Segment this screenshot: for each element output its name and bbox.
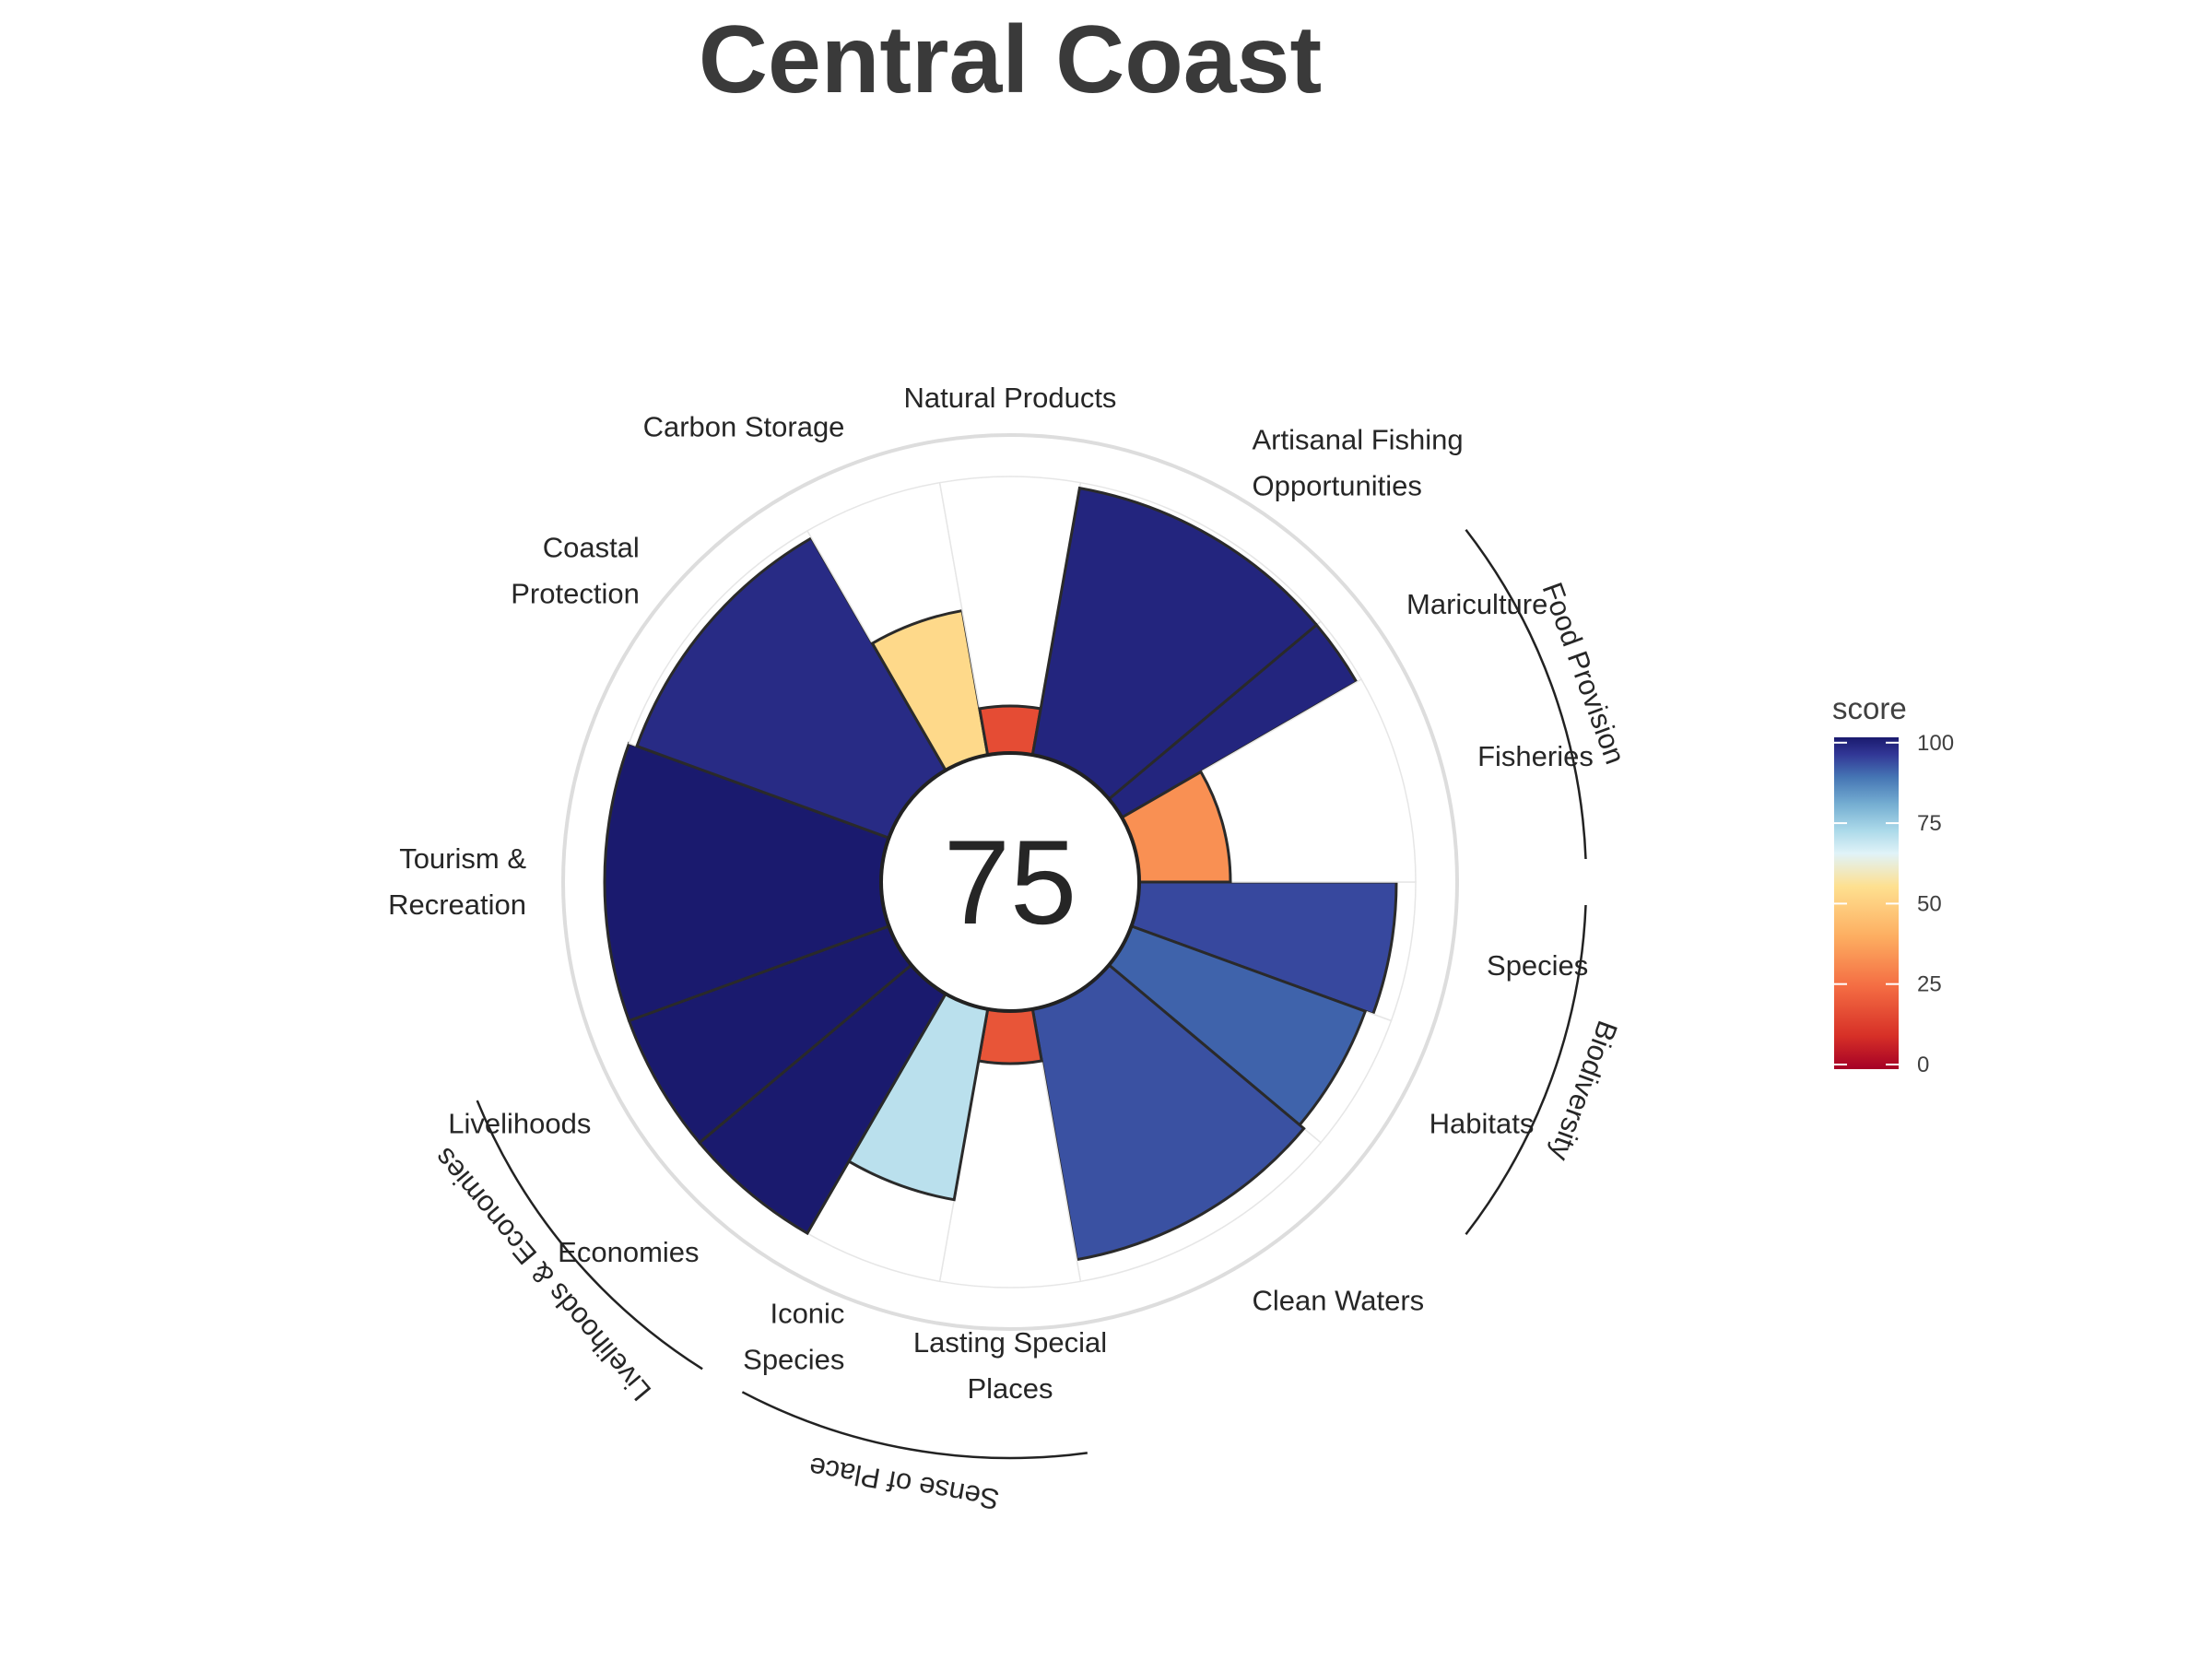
goal-label-line: Iconic xyxy=(770,1297,844,1329)
goal-label-line: Economies xyxy=(558,1236,699,1268)
goal-label-line: Clean Waters xyxy=(1253,1285,1425,1317)
goal-label-lasting-special-places: Lasting Special Places xyxy=(913,1326,1107,1405)
goal-label-species: Species xyxy=(1487,949,1588,982)
outer-ring xyxy=(561,433,1459,1331)
goal-label-line: Mariculture xyxy=(1406,588,1547,620)
chart-title: Central Coast xyxy=(699,6,1322,113)
goal-label-line: Carbon Storage xyxy=(643,411,845,443)
group-label-livelihoods-economies: Livelihoods & Economies xyxy=(428,1142,657,1407)
goal-label-tourism-recreation: Tourism & Recreation xyxy=(388,842,526,921)
petal-layer xyxy=(561,433,1459,1331)
goal-label-livelihoods: Livelihoods xyxy=(448,1108,591,1140)
goal-label-carbon-storage: Carbon Storage xyxy=(643,411,845,443)
center-score: 75 xyxy=(944,815,1077,949)
goal-label-line: Recreation xyxy=(388,888,526,921)
group-arc-food-provision xyxy=(1465,528,1587,860)
legend-tick-label: 75 xyxy=(1917,811,1942,836)
goal-label-fisheries: Fisheries xyxy=(1477,740,1594,772)
group-arc-sense-of-place xyxy=(741,1391,1088,1460)
goal-label-economies: Economies xyxy=(558,1236,699,1268)
legend-tick-label: 50 xyxy=(1917,891,1942,916)
petal-lasting-special-places xyxy=(977,1007,1043,1065)
goal-label-line: Species xyxy=(743,1343,844,1375)
goal-label-line: Habitats xyxy=(1430,1108,1535,1140)
goal-label-artisanal-fishing-opportunities: Artisanal Fishing Opportunities xyxy=(1253,423,1464,501)
goal-label-clean-waters: Clean Waters xyxy=(1253,1285,1425,1317)
goal-label-line: Lasting Special xyxy=(913,1326,1107,1359)
goal-label-iconic-species: Iconic Species xyxy=(743,1297,844,1375)
goal-label-natural-products: Natural Products xyxy=(904,382,1117,414)
group-label-sense-of-place: Sense of Place xyxy=(806,1451,1001,1516)
goal-label-line: Coastal xyxy=(543,532,640,564)
goal-label-line: Fisheries xyxy=(1477,740,1594,772)
legend-title: score xyxy=(1832,691,1907,725)
goal-label-line: Protection xyxy=(511,578,640,610)
goal-label-line: Artisanal Fishing xyxy=(1253,423,1464,455)
goal-label-line: Places xyxy=(967,1372,1053,1405)
goal-label-layer: Species Habitats Clean Waters Lasting Speci… xyxy=(388,382,1594,1405)
group-label-biodiversity: Biodiversity xyxy=(1544,1017,1624,1165)
legend-tick-label: 0 xyxy=(1917,1053,1929,1077)
goal-label-coastal-protection: Coastal Protection xyxy=(511,532,640,610)
legend-ticks: 0 25 50 75 100 xyxy=(1834,731,1954,1077)
group-arc-biodiversity xyxy=(1465,904,1587,1236)
petal-natural-products xyxy=(978,704,1042,757)
goal-label-line: Species xyxy=(1487,949,1588,982)
goal-label-line: Livelihoods xyxy=(448,1108,591,1140)
goal-label-line: Opportunities xyxy=(1253,469,1422,501)
goal-label-line: Tourism & xyxy=(399,842,526,875)
group-arc-livelihoods-economies xyxy=(476,1100,703,1371)
color-legend: score 0 25 50 75 100 xyxy=(1832,691,1954,1077)
goal-label-habitats: Habitats xyxy=(1430,1108,1535,1140)
goal-label-line: Natural Products xyxy=(904,382,1117,414)
center-hole xyxy=(879,751,1141,1013)
goal-label-mariculture: Mariculture xyxy=(1406,588,1547,620)
legend-tick-label: 25 xyxy=(1917,972,1942,997)
legend-tick-label: 100 xyxy=(1917,731,1954,756)
